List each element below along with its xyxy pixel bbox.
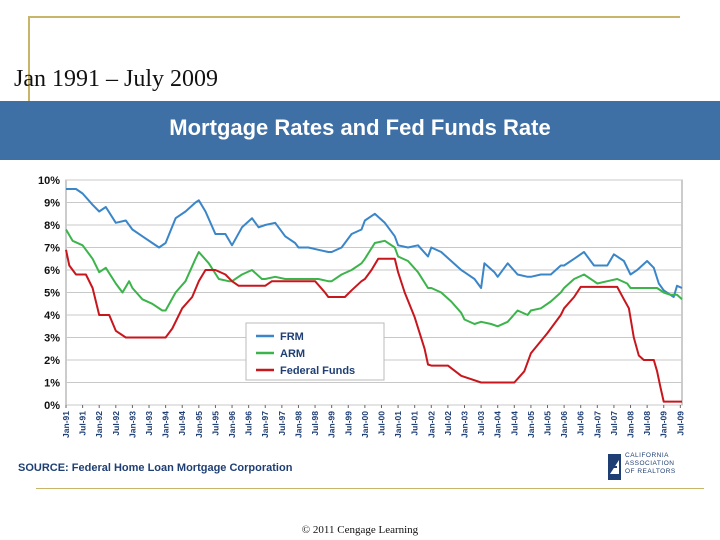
- x-tick-label: Jul-03: [476, 411, 486, 436]
- y-tick-label: 6%: [44, 265, 60, 277]
- x-tick-label: Jul-07: [609, 411, 619, 436]
- y-tick-label: 1%: [44, 378, 60, 390]
- y-tick-label: 10%: [38, 175, 60, 187]
- logo-mark-icon: [608, 454, 621, 480]
- realtors-logo: CALIFORNIA ASSOCIATION OF REALTORS: [607, 452, 707, 486]
- x-tick-label: Jul-95: [210, 411, 220, 436]
- logo-line: OF REALTORS: [625, 468, 676, 475]
- y-tick-label: 8%: [44, 220, 60, 232]
- x-tick-label: Jan-00: [360, 411, 370, 438]
- x-tick-label: Jan-09: [659, 411, 669, 438]
- x-tick-label: Jul-91: [78, 411, 88, 436]
- x-tick-label: Jul-99: [343, 411, 353, 436]
- x-tick-label: Jul-97: [277, 411, 287, 436]
- x-tick-label: Jan-94: [161, 411, 171, 438]
- x-tick-label: Jan-98: [293, 411, 303, 438]
- logo-text: CALIFORNIA ASSOCIATION OF REALTORS: [625, 452, 676, 476]
- x-tick-label: Jan-08: [626, 411, 636, 438]
- copyright-footer: © 2011 Cengage Learning: [301, 524, 419, 536]
- legend-label: ARM: [280, 348, 305, 360]
- x-tick-label: Jan-93: [127, 411, 137, 438]
- x-tick-label: Jul-98: [310, 411, 320, 436]
- x-tick-label: Jul-05: [543, 411, 553, 436]
- y-tick-label: 0%: [44, 400, 60, 412]
- x-tick-label: Jul-04: [509, 411, 519, 436]
- x-tick-label: Jan-91: [61, 411, 71, 438]
- x-tick-label: Jul-09: [675, 411, 685, 436]
- x-tick-label: Jan-95: [194, 411, 204, 438]
- x-tick-label: Jan-92: [94, 411, 104, 438]
- logo-line: ASSOCIATION: [625, 460, 675, 467]
- x-tick-label: Jul-00: [376, 411, 386, 436]
- x-tick-label: Jan-07: [592, 411, 602, 438]
- y-tick-label: 7%: [44, 243, 60, 255]
- x-tick-label: Jan-05: [526, 411, 536, 438]
- y-tick-label: 2%: [44, 355, 60, 367]
- decorative-vertical-rule: [28, 16, 30, 108]
- y-tick-label: 3%: [44, 333, 60, 345]
- x-tick-label: Jul-01: [410, 411, 420, 436]
- decorative-bottom-rule: [36, 488, 704, 489]
- x-tick-label: Jul-96: [244, 411, 254, 436]
- y-tick-label: 9%: [44, 198, 60, 210]
- x-tick-label: Jan-02: [426, 411, 436, 438]
- series-line-arm: [65, 228, 683, 328]
- chart-title: Mortgage Rates and Fed Funds Rate: [169, 115, 551, 140]
- x-tick-label: Jan-04: [493, 411, 503, 438]
- logo-line: CALIFORNIA: [625, 452, 670, 459]
- y-tick-label: 4%: [44, 310, 60, 322]
- x-tick-label: Jul-06: [576, 411, 586, 436]
- decorative-top-rule: [28, 16, 680, 18]
- x-tick-label: Jan-99: [327, 411, 337, 438]
- x-tick-label: Jan-96: [227, 411, 237, 438]
- legend-label: FRM: [280, 331, 304, 343]
- x-tick-label: Jul-94: [177, 411, 187, 436]
- y-tick-label: 5%: [44, 288, 60, 300]
- legend-label: Federal Funds: [280, 365, 355, 377]
- source-note: SOURCE: Federal Home Loan Mortgage Corpo…: [18, 462, 293, 474]
- x-tick-label: Jan-06: [559, 411, 569, 438]
- x-tick-label: Jan-01: [393, 411, 403, 438]
- series-line-frm: [66, 188, 683, 298]
- series-line-federal-funds: [65, 249, 682, 403]
- chart-canvas: 0% 1% 2% 3% 4% 5% 6% 7% 8% 9% 10% Jan-91 Jul-91 Jan-9…: [38, 175, 685, 438]
- x-tick-label: Jul-08: [642, 411, 652, 436]
- slide-title: Jan 1991 – July 2009: [14, 66, 218, 92]
- x-tick-label: Jul-93: [144, 411, 154, 436]
- x-tick-label: Jan-03: [459, 411, 469, 438]
- x-tick-label: Jul-92: [111, 411, 121, 436]
- x-tick-label: Jul-02: [443, 411, 453, 436]
- chart-banner: [0, 101, 720, 160]
- x-tick-label: Jan-97: [260, 411, 270, 438]
